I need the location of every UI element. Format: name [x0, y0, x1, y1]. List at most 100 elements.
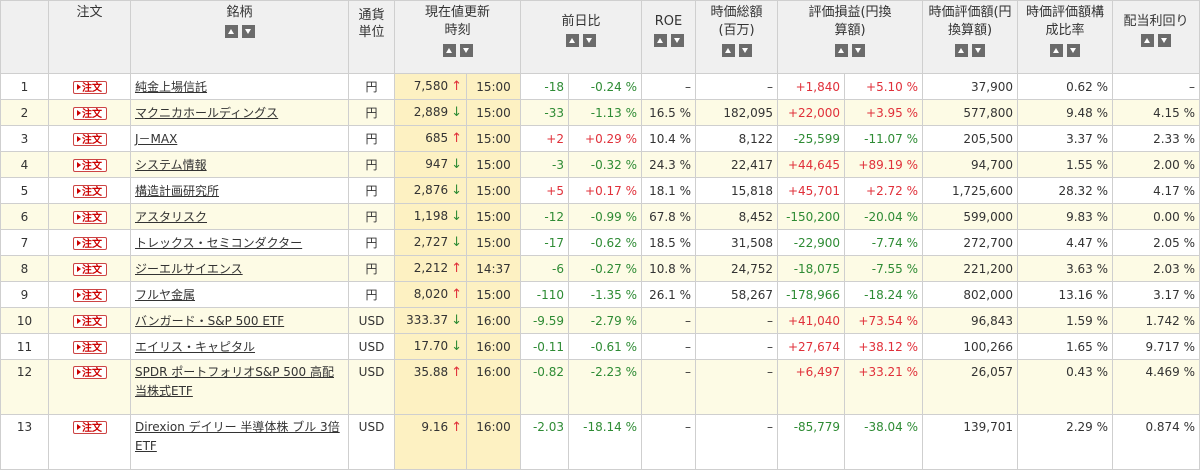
composition-ratio-cell: 1.55 %: [1017, 151, 1114, 178]
stock-name-link[interactable]: フルヤ金属: [135, 288, 196, 302]
row-index: 6: [20, 209, 29, 224]
sort-descending-icon[interactable]: [1158, 34, 1172, 47]
pl-value-cell: +41,040: [777, 307, 846, 334]
sort-descending-icon[interactable]: [583, 34, 596, 47]
stock-name-link-cell: 構造計画研究所: [130, 177, 349, 204]
sort-ascending-icon[interactable]: [224, 25, 238, 38]
stock-name-link[interactable]: トレックス・セミコンダクター: [135, 236, 303, 250]
sort-ascending-icon[interactable]: [721, 44, 735, 57]
order-button[interactable]: 注文: [72, 236, 107, 250]
market-value: 205,500: [963, 131, 1014, 146]
pl-value: +22,000: [787, 105, 841, 120]
market-cap: 8,452: [738, 209, 774, 224]
stock-name-link[interactable]: エイリス・キャピタル: [135, 340, 256, 354]
currency-unit: 円: [365, 106, 378, 120]
stock-name-link[interactable]: バンガード・S&P 500 ETF: [135, 314, 285, 328]
sort-descending-icon[interactable]: [738, 44, 752, 57]
arrow-down-icon: ↓: [451, 183, 462, 198]
update-time-cell: 14:37: [466, 255, 521, 282]
change-percent: -18.14 %: [583, 420, 638, 434]
stock-name-link[interactable]: マクニカホールディングス: [135, 106, 279, 120]
order-button-cell: 注文: [48, 151, 131, 178]
roe-value-cell: 26.1 %: [641, 281, 697, 308]
table-row: 1 注文 純金上場信託 円 7,580 ↑ 15:00 -18 -0.24 % – – +1,840 +…: [0, 73, 1200, 100]
order-button[interactable]: 注文: [72, 132, 107, 146]
composition-ratio-cell: 13.16 %: [1017, 281, 1114, 308]
sort-ascending-icon[interactable]: [1050, 44, 1064, 57]
dividend-yield: 0.00 %: [1153, 209, 1196, 224]
sort-descending-icon[interactable]: [852, 44, 866, 57]
currency-unit-cell: USD: [348, 414, 395, 470]
order-button[interactable]: 注文: [72, 262, 107, 276]
roe-value-cell: –: [641, 333, 697, 360]
table-row: 8 注文 ジーエルサイエンス 円 2,212 ↑ 14:37 -6 -0.27 % 10.8 % 2…: [0, 255, 1200, 282]
market-cap-cell: 8,122: [695, 125, 779, 152]
sort-ascending-icon[interactable]: [1141, 34, 1155, 47]
order-button[interactable]: 注文: [72, 158, 107, 172]
sort-descending-icon[interactable]: [459, 44, 473, 57]
order-button[interactable]: 注文: [72, 80, 107, 94]
currency-unit: 円: [365, 262, 378, 276]
change-percent: -1.35 %: [590, 287, 638, 302]
sort-descending-icon[interactable]: [1067, 44, 1081, 57]
table-row: 3 注文 J－MAX 円 685 ↑ 15:00 +2 +0.29 % 10.4 % 8,122 -2…: [0, 125, 1200, 152]
stock-name-link[interactable]: Direxion デイリー 半導体株 ブル 3倍 ETF: [135, 420, 340, 453]
stock-name-link-cell: SPDR ポートフォリオS&P 500 高配当株式ETF: [130, 359, 349, 415]
pl-value-cell: +45,701: [777, 177, 846, 204]
dividend-yield: 2.00 %: [1153, 157, 1196, 172]
market-value: 139,701: [963, 420, 1014, 434]
header-name: 銘柄: [130, 0, 349, 74]
order-button[interactable]: 注文: [72, 366, 107, 379]
market-cap: –: [767, 313, 774, 328]
stock-name-link[interactable]: システム情報: [135, 158, 207, 172]
sort-ascending-icon[interactable]: [566, 34, 579, 47]
stock-name-link[interactable]: アスタリスク: [135, 210, 208, 224]
market-value: 802,000: [963, 287, 1014, 302]
header-index: [0, 0, 49, 74]
stock-name-link[interactable]: 構造計画研究所: [135, 184, 220, 198]
stock-name-link[interactable]: J－MAX: [135, 132, 178, 146]
sort-descending-icon[interactable]: [972, 44, 986, 57]
order-button[interactable]: 注文: [72, 314, 107, 328]
change-percent-cell: -2.23 %: [567, 359, 643, 415]
order-button[interactable]: 注文: [72, 421, 107, 434]
composition-ratio: 28.32 %: [1058, 183, 1109, 198]
sort-descending-icon[interactable]: [670, 34, 684, 47]
current-price: 2,212: [413, 261, 449, 275]
sort-ascending-icon[interactable]: [955, 44, 969, 57]
sort-ascending-icon[interactable]: [442, 44, 456, 57]
order-button[interactable]: 注文: [72, 210, 107, 224]
order-button[interactable]: 注文: [72, 106, 107, 120]
currency-unit-cell: 円: [348, 73, 395, 100]
dividend-yield-cell: 4.15 %: [1112, 99, 1200, 126]
pl-percent-cell: +33.21 %: [844, 359, 924, 415]
sort-ascending-icon[interactable]: [653, 34, 667, 47]
update-time: 16:00: [476, 313, 511, 328]
market-cap-cell: –: [695, 307, 779, 334]
market-cap-cell: 22,417: [695, 151, 779, 178]
order-button[interactable]: 注文: [72, 184, 107, 198]
roe-value: –: [685, 79, 692, 94]
update-time-cell: 15:00: [466, 229, 521, 256]
composition-ratio-cell: 4.47 %: [1017, 229, 1114, 256]
update-time: 15:00: [476, 131, 511, 146]
market-value-cell: 205,500: [922, 125, 1019, 152]
market-value-cell: 1,725,600: [922, 177, 1019, 204]
pl-percent-cell: +5.10 %: [844, 73, 924, 100]
stock-name-link[interactable]: ジーエルサイエンス: [135, 262, 243, 276]
order-button[interactable]: 注文: [72, 340, 107, 354]
change-value: -6: [552, 261, 564, 276]
roe-value: 18.1 %: [649, 183, 692, 198]
sort-ascending-icon[interactable]: [835, 44, 849, 57]
pl-value: +6,497: [795, 365, 841, 379]
update-time-cell: 15:00: [466, 281, 521, 308]
header-mktcap-label: 時価総額(百万): [710, 5, 763, 38]
change-percent: -0.24 %: [590, 79, 638, 94]
stock-name-link[interactable]: SPDR ポートフォリオS&P 500 高配当株式ETF: [135, 365, 334, 398]
change-percent-cell: -1.13 %: [567, 99, 643, 126]
composition-ratio: 2.29 %: [1066, 420, 1109, 434]
dividend-yield: 1.742 %: [1145, 313, 1196, 328]
sort-descending-icon[interactable]: [241, 25, 255, 38]
stock-name-link[interactable]: 純金上場信託: [135, 80, 208, 94]
order-button[interactable]: 注文: [72, 288, 107, 302]
